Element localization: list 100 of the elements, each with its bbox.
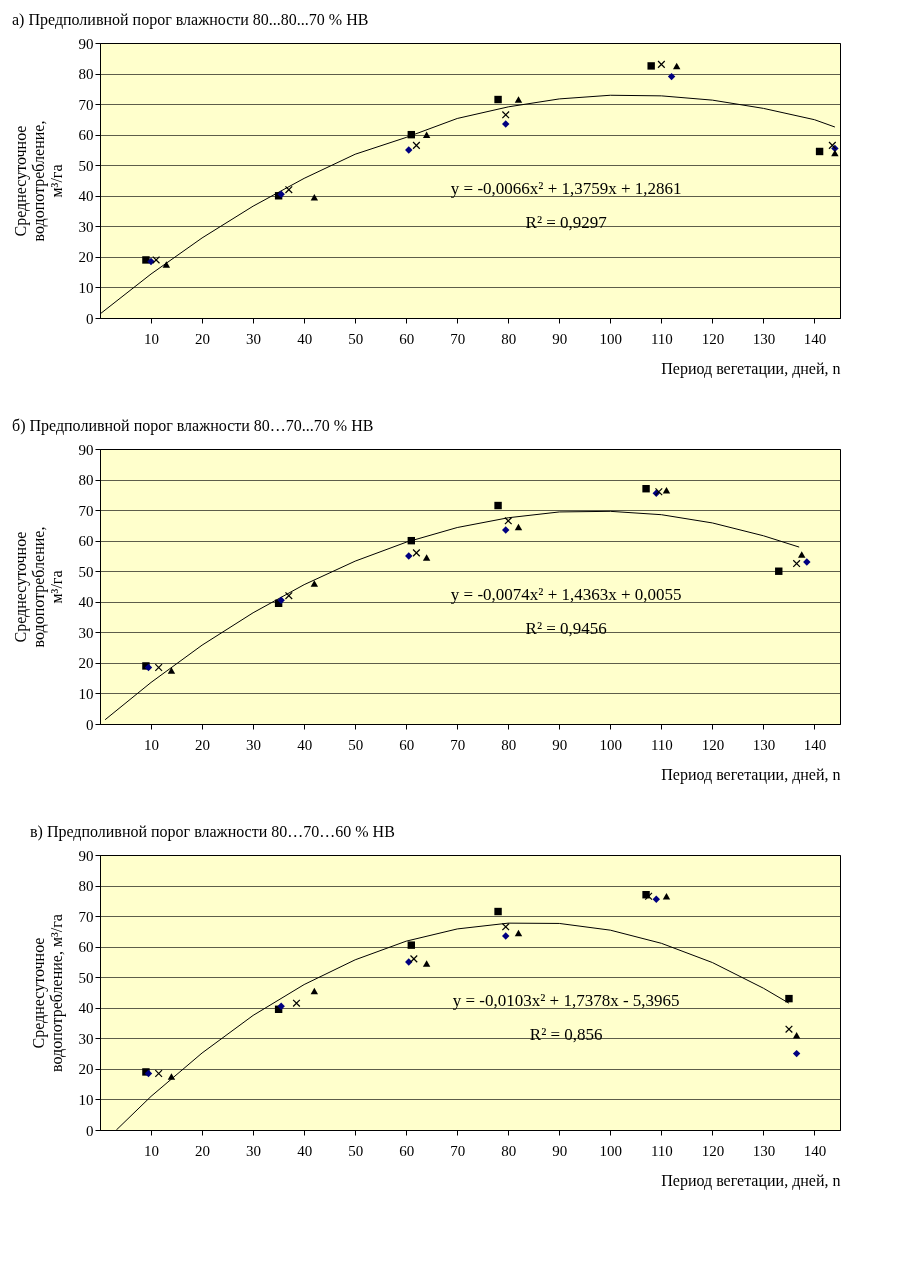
y-tick-label: 30	[78, 624, 94, 641]
point	[284, 591, 293, 600]
point	[657, 60, 666, 69]
y-tick-label: 40	[78, 1000, 94, 1017]
x-axis-title: Период вегетации, дней, n	[661, 359, 841, 378]
x-tick-label: 50	[348, 1142, 364, 1159]
y-tick-label: 70	[78, 908, 94, 925]
point	[409, 954, 418, 963]
point	[310, 580, 319, 587]
x-tick-label: 100	[599, 1142, 623, 1159]
x-tick-label: 90	[552, 330, 568, 347]
x-tick-label: 50	[348, 330, 364, 347]
x-tick-label: 10	[144, 330, 160, 347]
y-tick-label: 50	[78, 157, 94, 174]
annotation: y = -0,0074x² + 1,4363x + 0,0055	[450, 584, 682, 604]
x-tick-label: 90	[552, 736, 568, 753]
x-tick-label: 110	[650, 736, 673, 753]
point	[798, 551, 806, 558]
x-tick-label: 130	[752, 330, 776, 347]
x-tick-label: 30	[246, 1142, 262, 1159]
x-tick-label: 70	[450, 736, 466, 753]
y-tick-label: 90	[78, 847, 94, 864]
x-tick-label: 140	[803, 736, 827, 753]
x-tick-label: 130	[752, 736, 776, 753]
y-tick-label: 60	[78, 939, 94, 956]
point	[502, 932, 510, 940]
point	[167, 1073, 176, 1080]
point	[504, 516, 513, 525]
x-tick-label: 60	[399, 1142, 415, 1159]
point	[667, 72, 676, 81]
x-tick-label: 120	[701, 736, 725, 753]
y-tick-label: 20	[78, 249, 94, 266]
x-tick-label: 140	[803, 330, 827, 347]
x-tick-label: 20	[195, 1142, 211, 1159]
point	[792, 559, 801, 568]
x-tick-label: 70	[450, 330, 466, 347]
y-tick-label: 80	[78, 878, 94, 895]
point	[785, 994, 793, 1003]
y-tick-label: 20	[78, 1061, 94, 1078]
point	[494, 501, 502, 510]
point	[422, 131, 431, 138]
point	[642, 485, 650, 493]
point	[501, 922, 510, 931]
point	[502, 120, 510, 128]
y-tick-label: 30	[78, 218, 94, 235]
annotation: y = -0,0066x² + 1,3759x + 1,2861	[450, 178, 682, 198]
annotation: y = -0,0103x² + 1,7378x - 5,3965	[452, 990, 680, 1010]
y-tick-label: 50	[78, 969, 94, 986]
y-tick-label: 10	[78, 685, 94, 702]
point	[284, 185, 293, 194]
point	[514, 96, 523, 103]
y-tick-label: 10	[78, 1091, 94, 1108]
y-tick-label: 60	[78, 127, 94, 144]
y-tick-label: 70	[78, 502, 94, 519]
point	[792, 1049, 801, 1058]
point	[652, 895, 660, 904]
x-tick-label: 120	[701, 330, 725, 347]
y-tick-label: 30	[78, 1030, 94, 1047]
point	[162, 261, 171, 268]
x-axis-title: Период вегетации, дней, n	[661, 765, 841, 784]
point	[412, 141, 421, 150]
chart-title: в) Предполивной порог влажности 80…70…60 % НВ	[30, 823, 395, 841]
point	[407, 941, 416, 949]
chart-title: а) Предполивной порог влажности 80...80...70 % НВ	[12, 11, 369, 29]
x-tick-label: 110	[650, 330, 673, 347]
point	[672, 62, 681, 70]
x-tick-label: 100	[599, 736, 623, 753]
point	[154, 1069, 163, 1078]
point	[147, 257, 155, 266]
y-tick-label: 40	[78, 188, 94, 205]
chart-title: б) Предполивной порог влажности 80…70...70 % НВ	[12, 417, 374, 435]
point	[514, 929, 523, 937]
x-tick-label: 120	[701, 1142, 725, 1159]
y-tick-label: 0	[86, 1122, 94, 1139]
x-tick-label: 10	[144, 1142, 160, 1159]
x-tick-label: 140	[803, 1142, 827, 1159]
x-tick-label: 50	[348, 736, 364, 753]
x-tick-label: 100	[599, 330, 623, 347]
point	[152, 255, 161, 264]
point	[310, 194, 319, 201]
point	[405, 552, 413, 560]
y-tick-label: 20	[78, 655, 94, 672]
y-tick-label: 80	[78, 66, 94, 83]
point	[405, 958, 413, 966]
x-tick-label: 130	[752, 1142, 776, 1159]
x-tick-label: 20	[195, 736, 211, 753]
y-tick-label: 0	[86, 716, 94, 733]
x-tick-label: 110	[650, 1142, 673, 1159]
point	[154, 663, 163, 672]
y-tick-label: 40	[78, 594, 94, 611]
point	[422, 554, 431, 561]
x-tick-label: 40	[297, 736, 313, 753]
x-tick-label: 80	[501, 736, 517, 753]
point	[831, 149, 839, 157]
point	[501, 110, 510, 119]
y-tick-label: 80	[78, 472, 94, 489]
x-axis-title: Период вегетации, дней, n	[661, 1171, 841, 1190]
point	[502, 526, 510, 534]
point	[785, 1025, 793, 1034]
x-tick-label: 20	[195, 330, 211, 347]
